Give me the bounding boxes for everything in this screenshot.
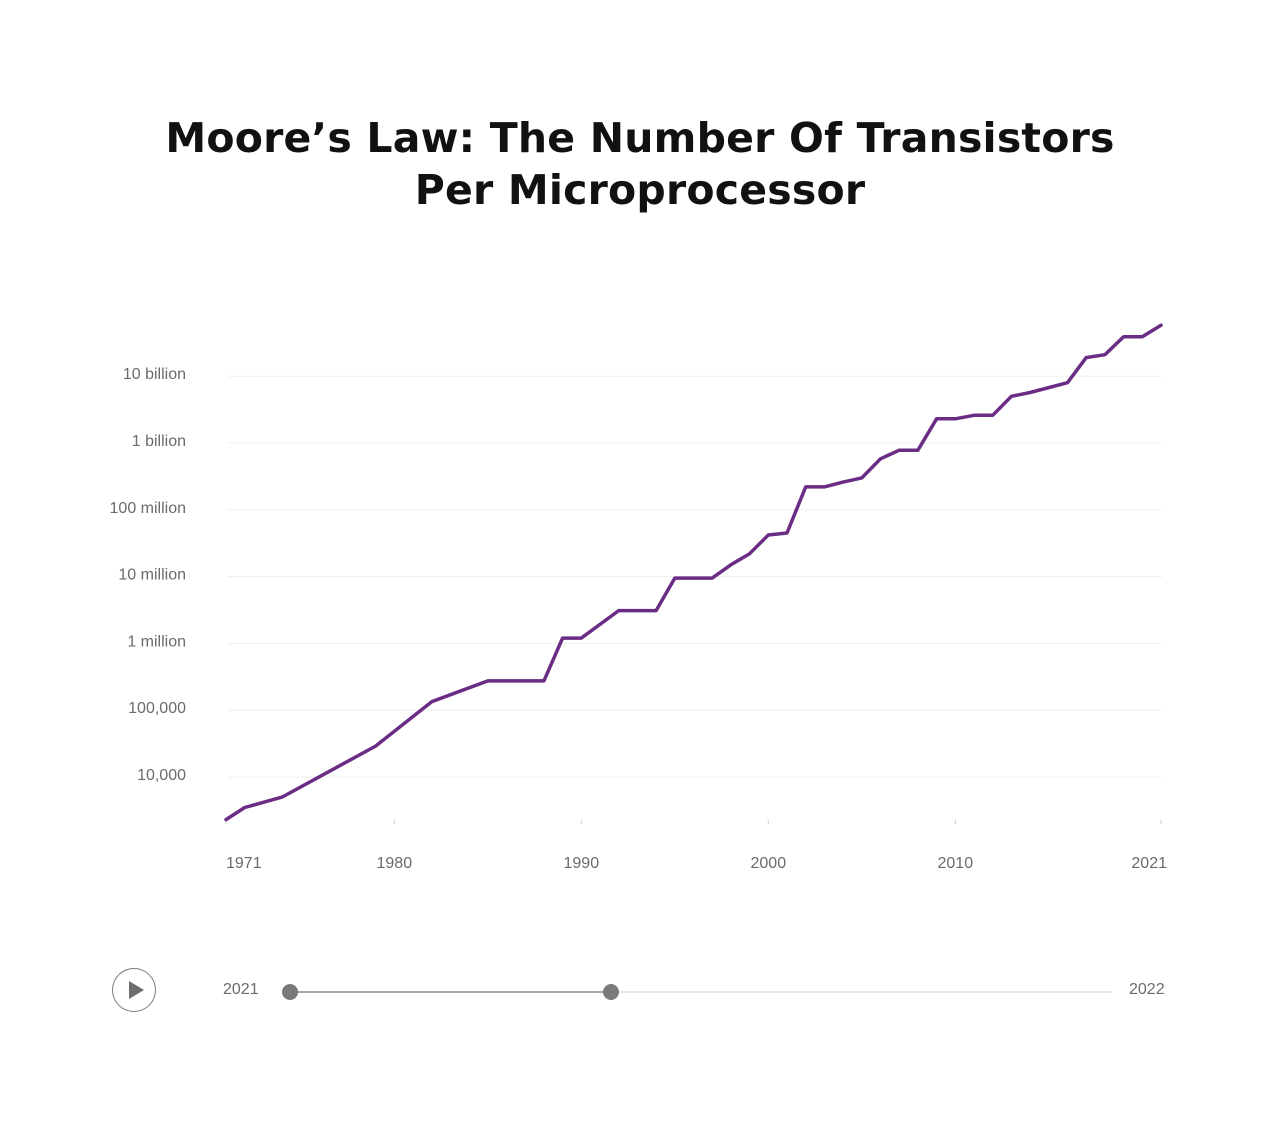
y-tick-label-1: 100,000 xyxy=(128,700,186,717)
y-tick-label-5: 1 billion xyxy=(132,433,186,450)
play-icon xyxy=(129,981,144,999)
play-button[interactable] xyxy=(112,968,156,1012)
y-tick-label-0: 10,000 xyxy=(137,767,186,784)
timeline-player: 2021 2022 xyxy=(0,940,1280,1040)
line-chart: 10,000 100,000 1 million 10 million 100 mill… xyxy=(110,323,1167,872)
chart-title-line-2: Per Microprocessor xyxy=(414,166,866,214)
y-axis-ticks: 10,000 100,000 1 million 10 million 100 mill… xyxy=(110,366,187,784)
series-line-0 xyxy=(224,323,1163,822)
x-tick-label-0: 1971 xyxy=(226,855,262,872)
timeline-track-fill xyxy=(290,991,611,993)
range-end-label: 2022 xyxy=(1129,981,1165,998)
y-tick-label-4: 100 million xyxy=(110,500,186,517)
timeline-end-handle[interactable] xyxy=(602,984,619,1000)
x-axis-ticks: 1971 1980 1990 2000 2010 2021 xyxy=(225,820,1167,872)
range-start-label: 2021 xyxy=(223,981,259,998)
x-tick-label-5: 2021 xyxy=(1131,855,1167,872)
y-tick-label-3: 10 million xyxy=(118,567,186,584)
y-tick-label-6: 10 billion xyxy=(123,366,186,383)
x-tick-label-4: 2010 xyxy=(938,855,974,872)
x-tick-label-2: 1990 xyxy=(564,855,600,872)
gridlines xyxy=(228,375,1162,778)
x-tick-label-3: 2000 xyxy=(751,855,787,872)
timeline-start-handle[interactable] xyxy=(282,984,298,1000)
chart-title: Moore’s Law: The Number Of Transistors P… xyxy=(0,112,1280,216)
timeline-track[interactable] xyxy=(290,991,1112,993)
series-group xyxy=(224,323,1163,822)
y-tick-label-2: 1 million xyxy=(127,633,186,650)
chart-title-line-1: Moore’s Law: The Number Of Transistors xyxy=(165,114,1115,162)
x-tick-label-1: 1980 xyxy=(377,855,413,872)
